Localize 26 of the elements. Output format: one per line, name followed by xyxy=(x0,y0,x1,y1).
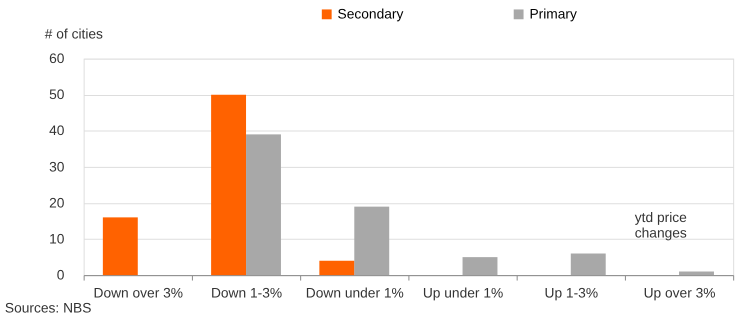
x-tick-label: Down under 1% xyxy=(306,285,404,300)
bar xyxy=(354,206,390,276)
x-tick-label: Up over 3% xyxy=(644,285,716,300)
x-tick-label: Down over 3% xyxy=(94,285,184,300)
y-tick-label: 10 xyxy=(49,231,65,246)
y-tick-label: 50 xyxy=(49,87,65,102)
bar xyxy=(570,253,606,276)
x-tick-label: Down 1-3% xyxy=(210,285,282,300)
legend-label: Secondary xyxy=(338,6,404,22)
bar xyxy=(102,217,138,276)
legend-label: Primary xyxy=(529,6,577,22)
x-tick-label: Up under 1% xyxy=(422,285,504,300)
annotation: ytd price changes xyxy=(634,210,688,241)
bar xyxy=(679,272,714,276)
bar xyxy=(246,134,281,276)
y-tick-label: 40 xyxy=(49,123,65,138)
y-tick-label: 0 xyxy=(56,268,65,283)
bar xyxy=(319,260,354,276)
bar xyxy=(462,257,498,276)
bar xyxy=(211,94,246,276)
y-axis-title: # of cities xyxy=(44,26,104,42)
y-tick-label: 30 xyxy=(49,159,65,174)
source-note: Sources: NBS xyxy=(4,300,92,316)
y-tick-label: 20 xyxy=(49,195,65,210)
x-tick-label: Up 1-3% xyxy=(544,285,598,300)
y-tick-label: 60 xyxy=(49,51,65,66)
